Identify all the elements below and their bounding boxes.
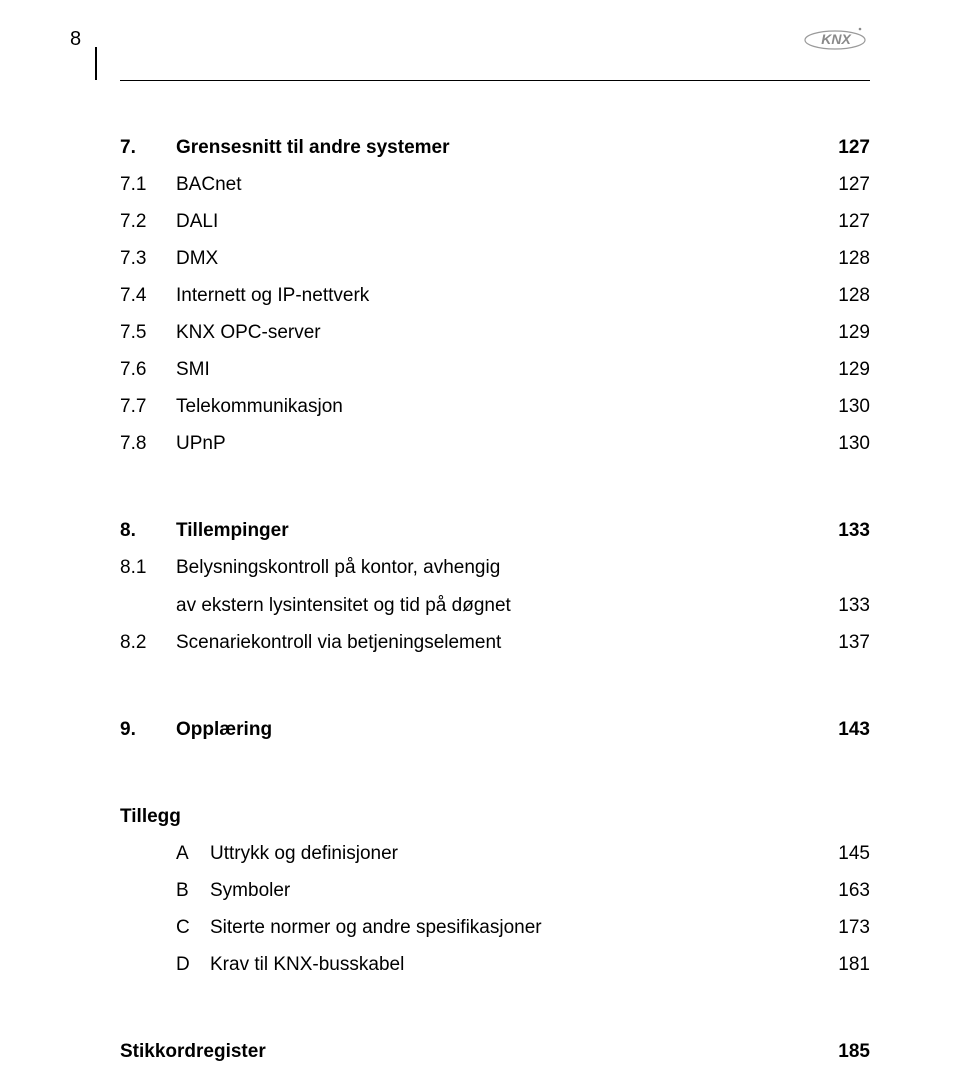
toc-section-7: 7. Grensesnitt til andre systemer 127 7.…	[120, 129, 870, 462]
entry-number: 7.1	[120, 166, 176, 203]
page-ref: 128	[838, 240, 870, 277]
toc-entry-continuation: av ekstern lysintensitet og tid på døgne…	[120, 587, 870, 624]
entry-number: 7.4	[120, 277, 176, 314]
toc-entry: DKrav til KNX-busskabel 181	[120, 946, 870, 983]
toc-entry: 7.8UPnP 130	[120, 425, 870, 462]
page-ref: 137	[838, 624, 870, 661]
entry-label: KNX OPC-server	[176, 314, 321, 351]
page-ref: 127	[838, 166, 870, 203]
entry-label: DALI	[176, 203, 218, 240]
toc-entry: CSiterte normer og andre spesifikasjoner…	[120, 909, 870, 946]
section-number: 9.	[120, 711, 176, 748]
section-title: Stikkordregister	[120, 1033, 266, 1070]
page-ref: 133	[838, 512, 870, 549]
section-title: Grensesnitt til andre systemer	[176, 129, 450, 166]
toc-heading: 9. Opplæring 143	[120, 711, 870, 748]
page-ref: 163	[838, 872, 870, 909]
page-ref: 143	[838, 711, 870, 748]
page-container: 8 KNX 7. Grensesnitt til andre systemer …	[0, 0, 960, 1021]
page-ref: 130	[838, 388, 870, 425]
section-title: Tillempinger	[176, 512, 289, 549]
entry-label: Siterte normer og andre spesifikasjoner	[210, 909, 542, 946]
entry-label: Scenariekontroll via betjeningselement	[176, 624, 501, 661]
page-ref: 173	[838, 909, 870, 946]
entry-label: Symboler	[210, 872, 290, 909]
entry-label: Krav til KNX-busskabel	[210, 946, 404, 983]
entry-label: BACnet	[176, 166, 241, 203]
section-number: 7.	[120, 129, 176, 166]
knx-logo-icon: KNX	[800, 22, 870, 52]
toc-heading: Stikkordregister 185	[120, 1033, 870, 1070]
entry-label: Internett og IP-nettverk	[176, 277, 369, 314]
toc-heading: 7. Grensesnitt til andre systemer 127	[120, 129, 870, 166]
entry-label: Belysningskontroll på kontor, avhengig	[176, 549, 500, 586]
section-title: Opplæring	[176, 711, 272, 748]
toc-entry: 8.2Scenariekontroll via betjeningselemen…	[120, 624, 870, 661]
toc-entry: 7.4Internett og IP-nettverk 128	[120, 277, 870, 314]
entry-number: 8.1	[120, 549, 176, 586]
page-ref: 130	[838, 425, 870, 462]
page-ref: 181	[838, 946, 870, 983]
toc-entry: 7.1BACnet 127	[120, 166, 870, 203]
page-ref: 145	[838, 835, 870, 872]
page-header: 8 KNX	[120, 30, 870, 78]
page-number: 8	[70, 28, 81, 51]
toc-entry: 8.1Belysningskontroll på kontor, avhengi…	[120, 549, 870, 586]
entry-label: SMI	[176, 351, 210, 388]
section-title: Tillegg	[120, 798, 181, 835]
svg-text:KNX: KNX	[821, 31, 852, 47]
toc-entry: 7.7Telekommunikasjon 130	[120, 388, 870, 425]
appendix-letter: A	[176, 835, 210, 872]
toc-entry: 7.2DALI 127	[120, 203, 870, 240]
page-ref: 129	[838, 314, 870, 351]
entry-label: UPnP	[176, 425, 226, 462]
entry-number: 7.8	[120, 425, 176, 462]
entry-number: 7.2	[120, 203, 176, 240]
toc-section-9: 9. Opplæring 143	[120, 711, 870, 748]
entry-label: Uttrykk og definisjoner	[210, 835, 398, 872]
entry-number: 7.5	[120, 314, 176, 351]
toc-heading: Tillegg	[120, 798, 870, 835]
appendix-letter: D	[176, 946, 210, 983]
appendix-letter: B	[176, 872, 210, 909]
page-ref: 129	[838, 351, 870, 388]
toc-section-8: 8. Tillempinger 133 8.1Belysningskontrol…	[120, 512, 870, 660]
toc-heading: 8. Tillempinger 133	[120, 512, 870, 549]
entry-number: 8.2	[120, 624, 176, 661]
section-number: 8.	[120, 512, 176, 549]
entry-label: Telekommunikasjon	[176, 388, 343, 425]
page-ref: 133	[838, 587, 870, 624]
toc-section-index: Stikkordregister 185	[120, 1033, 870, 1070]
entry-label: DMX	[176, 240, 218, 277]
entry-label: av ekstern lysintensitet og tid på døgne…	[176, 587, 511, 624]
entry-number: 7.6	[120, 351, 176, 388]
appendix-letter: C	[176, 909, 210, 946]
page-ref: 185	[838, 1033, 870, 1070]
page-ref: 128	[838, 277, 870, 314]
entry-number: 7.3	[120, 240, 176, 277]
toc-entry: 7.6SMI 129	[120, 351, 870, 388]
toc-entry: 7.5KNX OPC-server 129	[120, 314, 870, 351]
toc-entry: BSymboler 163	[120, 872, 870, 909]
header-rule	[120, 80, 870, 81]
vertical-tick	[95, 47, 97, 80]
toc-entry: 7.3DMX 128	[120, 240, 870, 277]
toc-entry: AUttrykk og definisjoner 145	[120, 835, 870, 872]
page-ref: 127	[838, 129, 870, 166]
page-ref: 127	[838, 203, 870, 240]
entry-number: 7.7	[120, 388, 176, 425]
toc-section-appendix: Tillegg AUttrykk og definisjoner 145 BSy…	[120, 798, 870, 983]
